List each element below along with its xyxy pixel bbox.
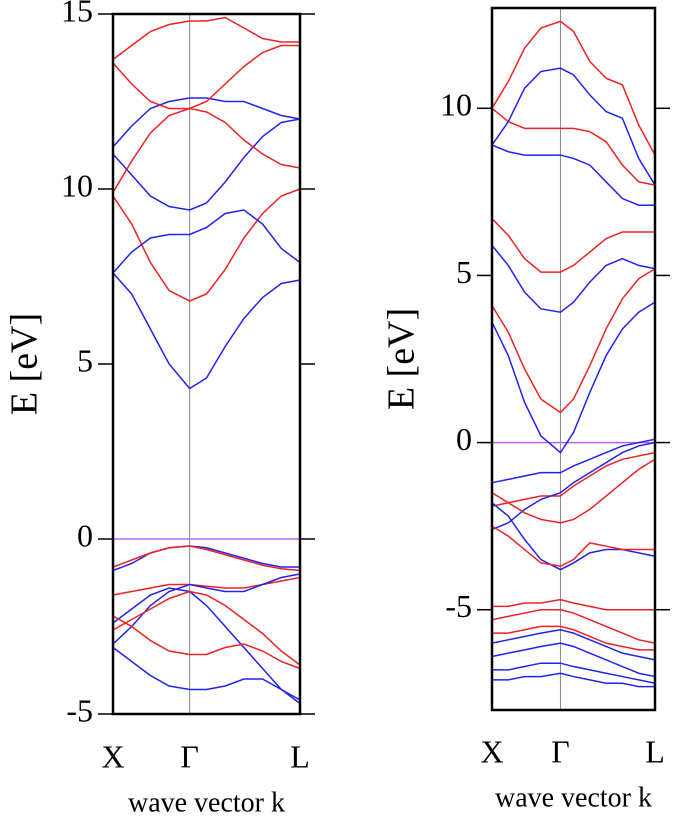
band-line — [112, 209, 301, 274]
band-line — [492, 598, 655, 611]
y-tick-label: 10 — [440, 87, 472, 123]
band-line — [492, 625, 655, 651]
band-line — [491, 642, 656, 678]
x-tick-label: Γ — [551, 733, 570, 769]
band-line — [491, 629, 656, 661]
band-line — [112, 272, 301, 390]
x-tick-label: L — [645, 733, 665, 769]
band-line — [112, 576, 301, 596]
band-line — [492, 662, 656, 684]
y-tick-label: 0 — [456, 421, 472, 457]
band-line — [112, 107, 301, 193]
band-line — [491, 502, 656, 571]
y-tick-label: 0 — [77, 517, 93, 553]
band-line — [112, 16, 300, 61]
band-line — [492, 672, 655, 688]
x-axis-label: wave vector k — [128, 787, 285, 818]
y-tick-label: -5 — [66, 692, 93, 728]
band-line — [112, 615, 301, 670]
band-line — [491, 458, 656, 524]
band-line — [112, 44, 300, 110]
y-tick-label: 10 — [61, 167, 93, 203]
band-line — [491, 20, 656, 156]
band-line — [112, 545, 301, 572]
band-line — [112, 646, 301, 701]
y-axis-label: E [eV] — [381, 308, 423, 410]
band-line — [112, 545, 300, 572]
plot-frame — [111, 12, 302, 716]
band-line — [112, 587, 301, 705]
x-tick-label: L — [290, 738, 310, 774]
plot-frame — [490, 6, 657, 712]
y-tick-label: 5 — [456, 254, 472, 290]
x-tick-label: X — [480, 733, 503, 769]
band-line — [491, 451, 656, 507]
band-line — [491, 218, 655, 273]
x-tick-label: X — [101, 738, 124, 774]
band-line — [491, 144, 655, 206]
y-tick-label: 5 — [77, 342, 93, 378]
band-line — [491, 608, 656, 644]
band-line — [112, 97, 301, 148]
band-line — [112, 118, 301, 211]
band-line — [491, 268, 656, 414]
band-line — [491, 67, 656, 186]
band-line — [491, 244, 656, 313]
band-line — [112, 188, 301, 302]
y-axis-label: E [eV] — [4, 313, 46, 415]
band-line — [491, 301, 656, 454]
y-tick-label: -5 — [445, 588, 472, 624]
band-line — [491, 438, 656, 484]
x-axis-label: wave vector k — [495, 782, 652, 813]
band-line — [491, 107, 656, 186]
band-line — [491, 441, 656, 531]
y-tick-label: 15 — [61, 0, 93, 28]
band-line — [112, 590, 301, 666]
x-tick-label: Γ — [180, 738, 199, 774]
band-line — [491, 525, 655, 568]
